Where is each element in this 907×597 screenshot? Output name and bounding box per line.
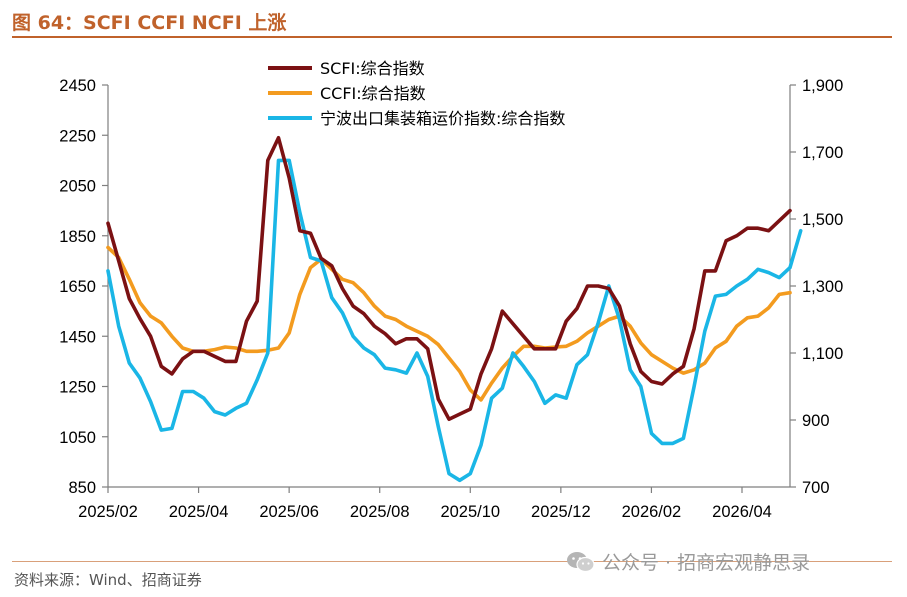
right-tick-label: 1,900 <box>802 77 843 95</box>
left-tick-label: 1450 <box>59 328 96 346</box>
watermark: 公众号 · 招商宏观静思录 <box>566 548 810 575</box>
watermark-text: 公众号 · 招商宏观静思录 <box>602 552 811 574</box>
legend-label-2: 宁波出口集装箱运价指数:综合指数 <box>320 109 565 128</box>
left-tick-label: 1850 <box>59 228 96 246</box>
series-line-1 <box>106 245 792 402</box>
figure-header: 图 64：SCFI CCFI NCFI 上涨 <box>12 6 892 38</box>
series-line-2 <box>106 158 803 483</box>
right-tick-label: 900 <box>802 412 830 430</box>
source-note: 资料来源：Wind、招商证券 <box>14 571 202 589</box>
wechat-icon <box>567 551 595 572</box>
left-tick-label: 1250 <box>59 379 96 397</box>
x-tick-label: 2025/10 <box>440 503 500 521</box>
left-tick-label: 850 <box>68 479 96 497</box>
x-tick-label: 2025/08 <box>350 503 410 521</box>
left-tick-label: 1650 <box>59 278 96 296</box>
x-tick-label: 2025/06 <box>259 503 319 521</box>
right-tick-label: 1,700 <box>802 144 843 162</box>
right-tick-label: 1,100 <box>802 345 843 363</box>
left-tick-label: 1050 <box>59 429 96 447</box>
series-line-0 <box>106 136 792 422</box>
legend-label-0: SCFI:综合指数 <box>320 59 425 78</box>
x-tick-label: 2025/04 <box>169 503 229 521</box>
left-tick-label: 2450 <box>59 77 96 95</box>
x-tick-label: 2026/04 <box>712 503 772 521</box>
footer-divider <box>12 561 892 562</box>
x-tick-label: 2026/02 <box>622 503 682 521</box>
right-tick-label: 700 <box>802 479 830 497</box>
left-tick-label: 2050 <box>59 178 96 196</box>
x-tick-label: 2025/02 <box>78 503 138 521</box>
left-tick-label: 2250 <box>59 127 96 145</box>
right-tick-label: 1,300 <box>802 278 843 296</box>
right-tick-label: 1,500 <box>802 211 843 229</box>
legend-label-1: CCFI:综合指数 <box>320 84 426 103</box>
x-tick-label: 2025/12 <box>531 503 591 521</box>
line-chart: 850 1050 1250 1450 1650 1850 2050 2250 2450 700 90… <box>59 59 843 521</box>
figure-title: 图 64：SCFI CCFI NCFI 上涨 <box>12 12 287 34</box>
